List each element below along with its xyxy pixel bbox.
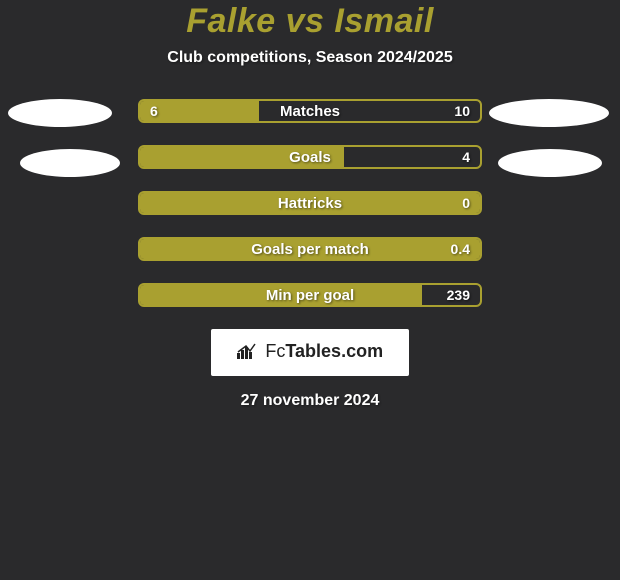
snapshot-date: 27 november 2024 bbox=[0, 392, 620, 410]
page-title: Falke vs Ismail bbox=[0, 2, 620, 41]
stat-bar-left-fill bbox=[140, 285, 422, 305]
chart-icon bbox=[237, 343, 257, 364]
stat-value-right: 10 bbox=[454, 101, 470, 121]
player-right-marker-2 bbox=[498, 149, 602, 177]
footer: FcTables.com 27 november 2024 bbox=[0, 329, 620, 410]
brand-text: FcTables.com bbox=[265, 341, 383, 361]
stat-value-left: 6 bbox=[150, 101, 158, 121]
brand-logo[interactable]: FcTables.com bbox=[211, 329, 409, 376]
stat-row: Min per goal239 bbox=[0, 283, 620, 307]
stat-bar: Min per goal239 bbox=[138, 283, 482, 307]
stat-bar: Goals4 bbox=[138, 145, 482, 169]
stat-bar: Goals per match0.4 bbox=[138, 237, 482, 261]
stat-row: Hattricks0 bbox=[0, 191, 620, 215]
player-left-marker-2 bbox=[20, 149, 120, 177]
stat-bar-left-fill bbox=[140, 193, 480, 213]
stat-value-right: 239 bbox=[447, 285, 470, 305]
brand-rest: Tables.com bbox=[285, 341, 383, 361]
bars-host: Matches610Goals4Hattricks0Goals per matc… bbox=[0, 99, 620, 307]
stat-value-right: 0.4 bbox=[451, 239, 470, 259]
stat-bar: Matches610 bbox=[138, 99, 482, 123]
page-root: Falke vs Ismail Club competitions, Seaso… bbox=[0, 0, 620, 580]
stat-bar-left-fill bbox=[140, 239, 480, 259]
player-right-marker-1 bbox=[489, 99, 609, 127]
stat-bar-left-fill bbox=[140, 147, 344, 167]
stat-value-right: 0 bbox=[462, 193, 470, 213]
player-left-marker-1 bbox=[8, 99, 112, 127]
stat-row: Goals per match0.4 bbox=[0, 237, 620, 261]
page-subtitle: Club competitions, Season 2024/2025 bbox=[0, 49, 620, 67]
stat-value-right: 4 bbox=[462, 147, 470, 167]
brand-prefix: Fc bbox=[265, 341, 285, 361]
header: Falke vs Ismail Club competitions, Seaso… bbox=[0, 0, 620, 67]
comparison-chart: Matches610Goals4Hattricks0Goals per matc… bbox=[0, 99, 620, 307]
stat-bar: Hattricks0 bbox=[138, 191, 482, 215]
